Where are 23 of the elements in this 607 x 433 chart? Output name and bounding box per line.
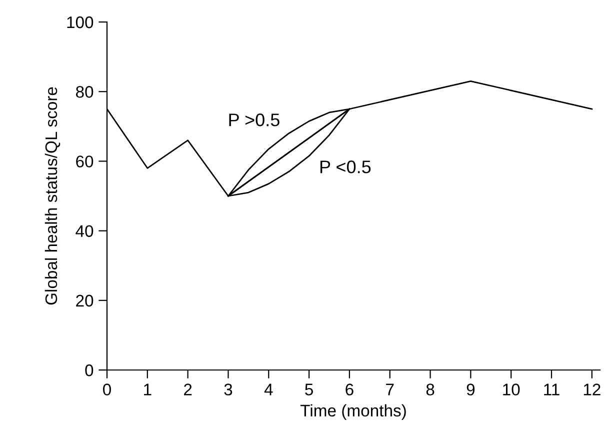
y-axis-title: Global health status/QL score (44, 87, 60, 305)
x-tick-label: 2 (184, 384, 192, 396)
x-tick-label: 7 (386, 384, 394, 396)
y-tick-label: 80 (76, 86, 94, 98)
y-tick-label: 20 (76, 294, 94, 307)
y-tick-label: 100 (67, 16, 94, 28)
x-axis-title: Time (months) (300, 404, 406, 420)
annotation: P <0.5 (320, 160, 371, 174)
y-tick-label: 60 (76, 156, 94, 168)
x-tick-label: 4 (264, 384, 273, 396)
x-tick-label: 9 (466, 384, 475, 396)
x-tick-label: 0 (103, 384, 111, 396)
x-tick-label: 3 (224, 384, 232, 396)
x-tick-label: 11 (544, 384, 560, 396)
x-tick-label: 12 (584, 384, 600, 396)
y-tick-label: 0 (85, 364, 94, 376)
x-tick-label: 5 (305, 384, 313, 396)
x-tick-label: 10 (503, 384, 520, 396)
annotation: P >0.5 (229, 114, 280, 126)
x-tick-label: 6 (346, 384, 354, 396)
x-tick-label: 1 (144, 384, 152, 396)
x-tick-label: 8 (426, 384, 434, 396)
y-tick-label: 40 (76, 225, 94, 238)
